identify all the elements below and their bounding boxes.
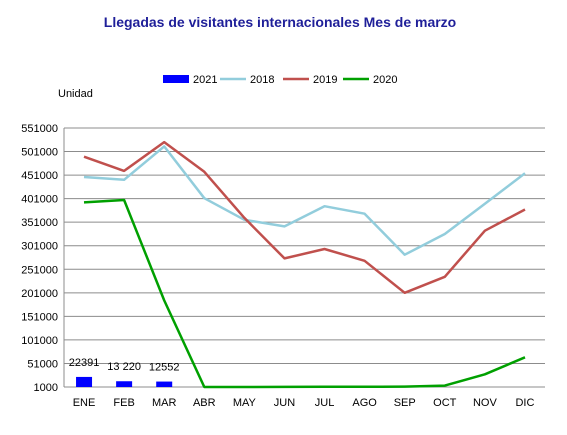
series-line-2020	[83, 198, 526, 389]
bars-2021	[76, 376, 173, 387]
x-tick-label: MAY	[233, 397, 257, 409]
y-tick-label: 551000	[21, 123, 58, 135]
x-tick-label: FEB	[113, 397, 134, 409]
chart-title: Llegadas de visitantes internacionales M…	[104, 14, 456, 30]
x-tick-label: ABR	[193, 397, 216, 409]
bar	[76, 376, 93, 387]
legend-label-2020: 2020	[373, 74, 397, 86]
y-tick-label: 201000	[21, 288, 58, 300]
y-tick-label: 401000	[21, 194, 58, 206]
series-line-2018	[83, 145, 526, 256]
legend-label-2018: 2018	[250, 74, 274, 86]
y-tick-label: 301000	[21, 241, 58, 253]
y-tick-label: 351000	[21, 217, 58, 229]
legend-label-2019: 2019	[313, 74, 337, 86]
x-tick-label: JUL	[315, 397, 335, 409]
y-tick-label: 451000	[21, 170, 58, 182]
legend-label-2021: 2021	[193, 74, 217, 86]
y-axis-ticks: 1000 51000 101000 151000 201000 251000 301000 3…	[21, 123, 58, 394]
series-lines	[83, 140, 526, 389]
x-axis-ticks: ENE FEB MAR ABR MAY JUN JUL AGO SEP OCT NOV DIC	[73, 397, 535, 409]
x-tick-label: OCT	[433, 397, 457, 409]
legend: 2021 2018 2019 2020	[163, 74, 397, 86]
x-tick-label: JUN	[274, 397, 295, 409]
bar	[156, 381, 173, 387]
x-tick-label: AGO	[352, 397, 377, 409]
bar-value-label: 13 220	[107, 361, 141, 373]
y-tick-label: 501000	[21, 147, 58, 159]
y-tick-label: 51000	[27, 358, 58, 370]
gridlines	[63, 127, 545, 388]
y-axis-label: Unidad	[58, 88, 93, 100]
series-line-2019	[83, 140, 526, 295]
bar-value-label: 12552	[149, 362, 180, 374]
bar-data-labels: 22391 13 220 12552	[69, 357, 180, 374]
y-tick-label: 101000	[21, 335, 58, 347]
bar-value-label: 22391	[69, 357, 100, 369]
y-tick-label: 151000	[21, 311, 58, 323]
x-tick-label: SEP	[394, 397, 416, 409]
y-tick-label: 251000	[21, 264, 58, 276]
x-tick-label: ENE	[73, 397, 96, 409]
x-tick-label: DIC	[515, 397, 534, 409]
legend-swatch-2021	[163, 75, 189, 83]
bar	[116, 381, 133, 387]
x-tick-label: MAR	[152, 397, 177, 409]
x-tick-label: NOV	[473, 397, 498, 409]
y-tick-label: 1000	[34, 382, 58, 394]
